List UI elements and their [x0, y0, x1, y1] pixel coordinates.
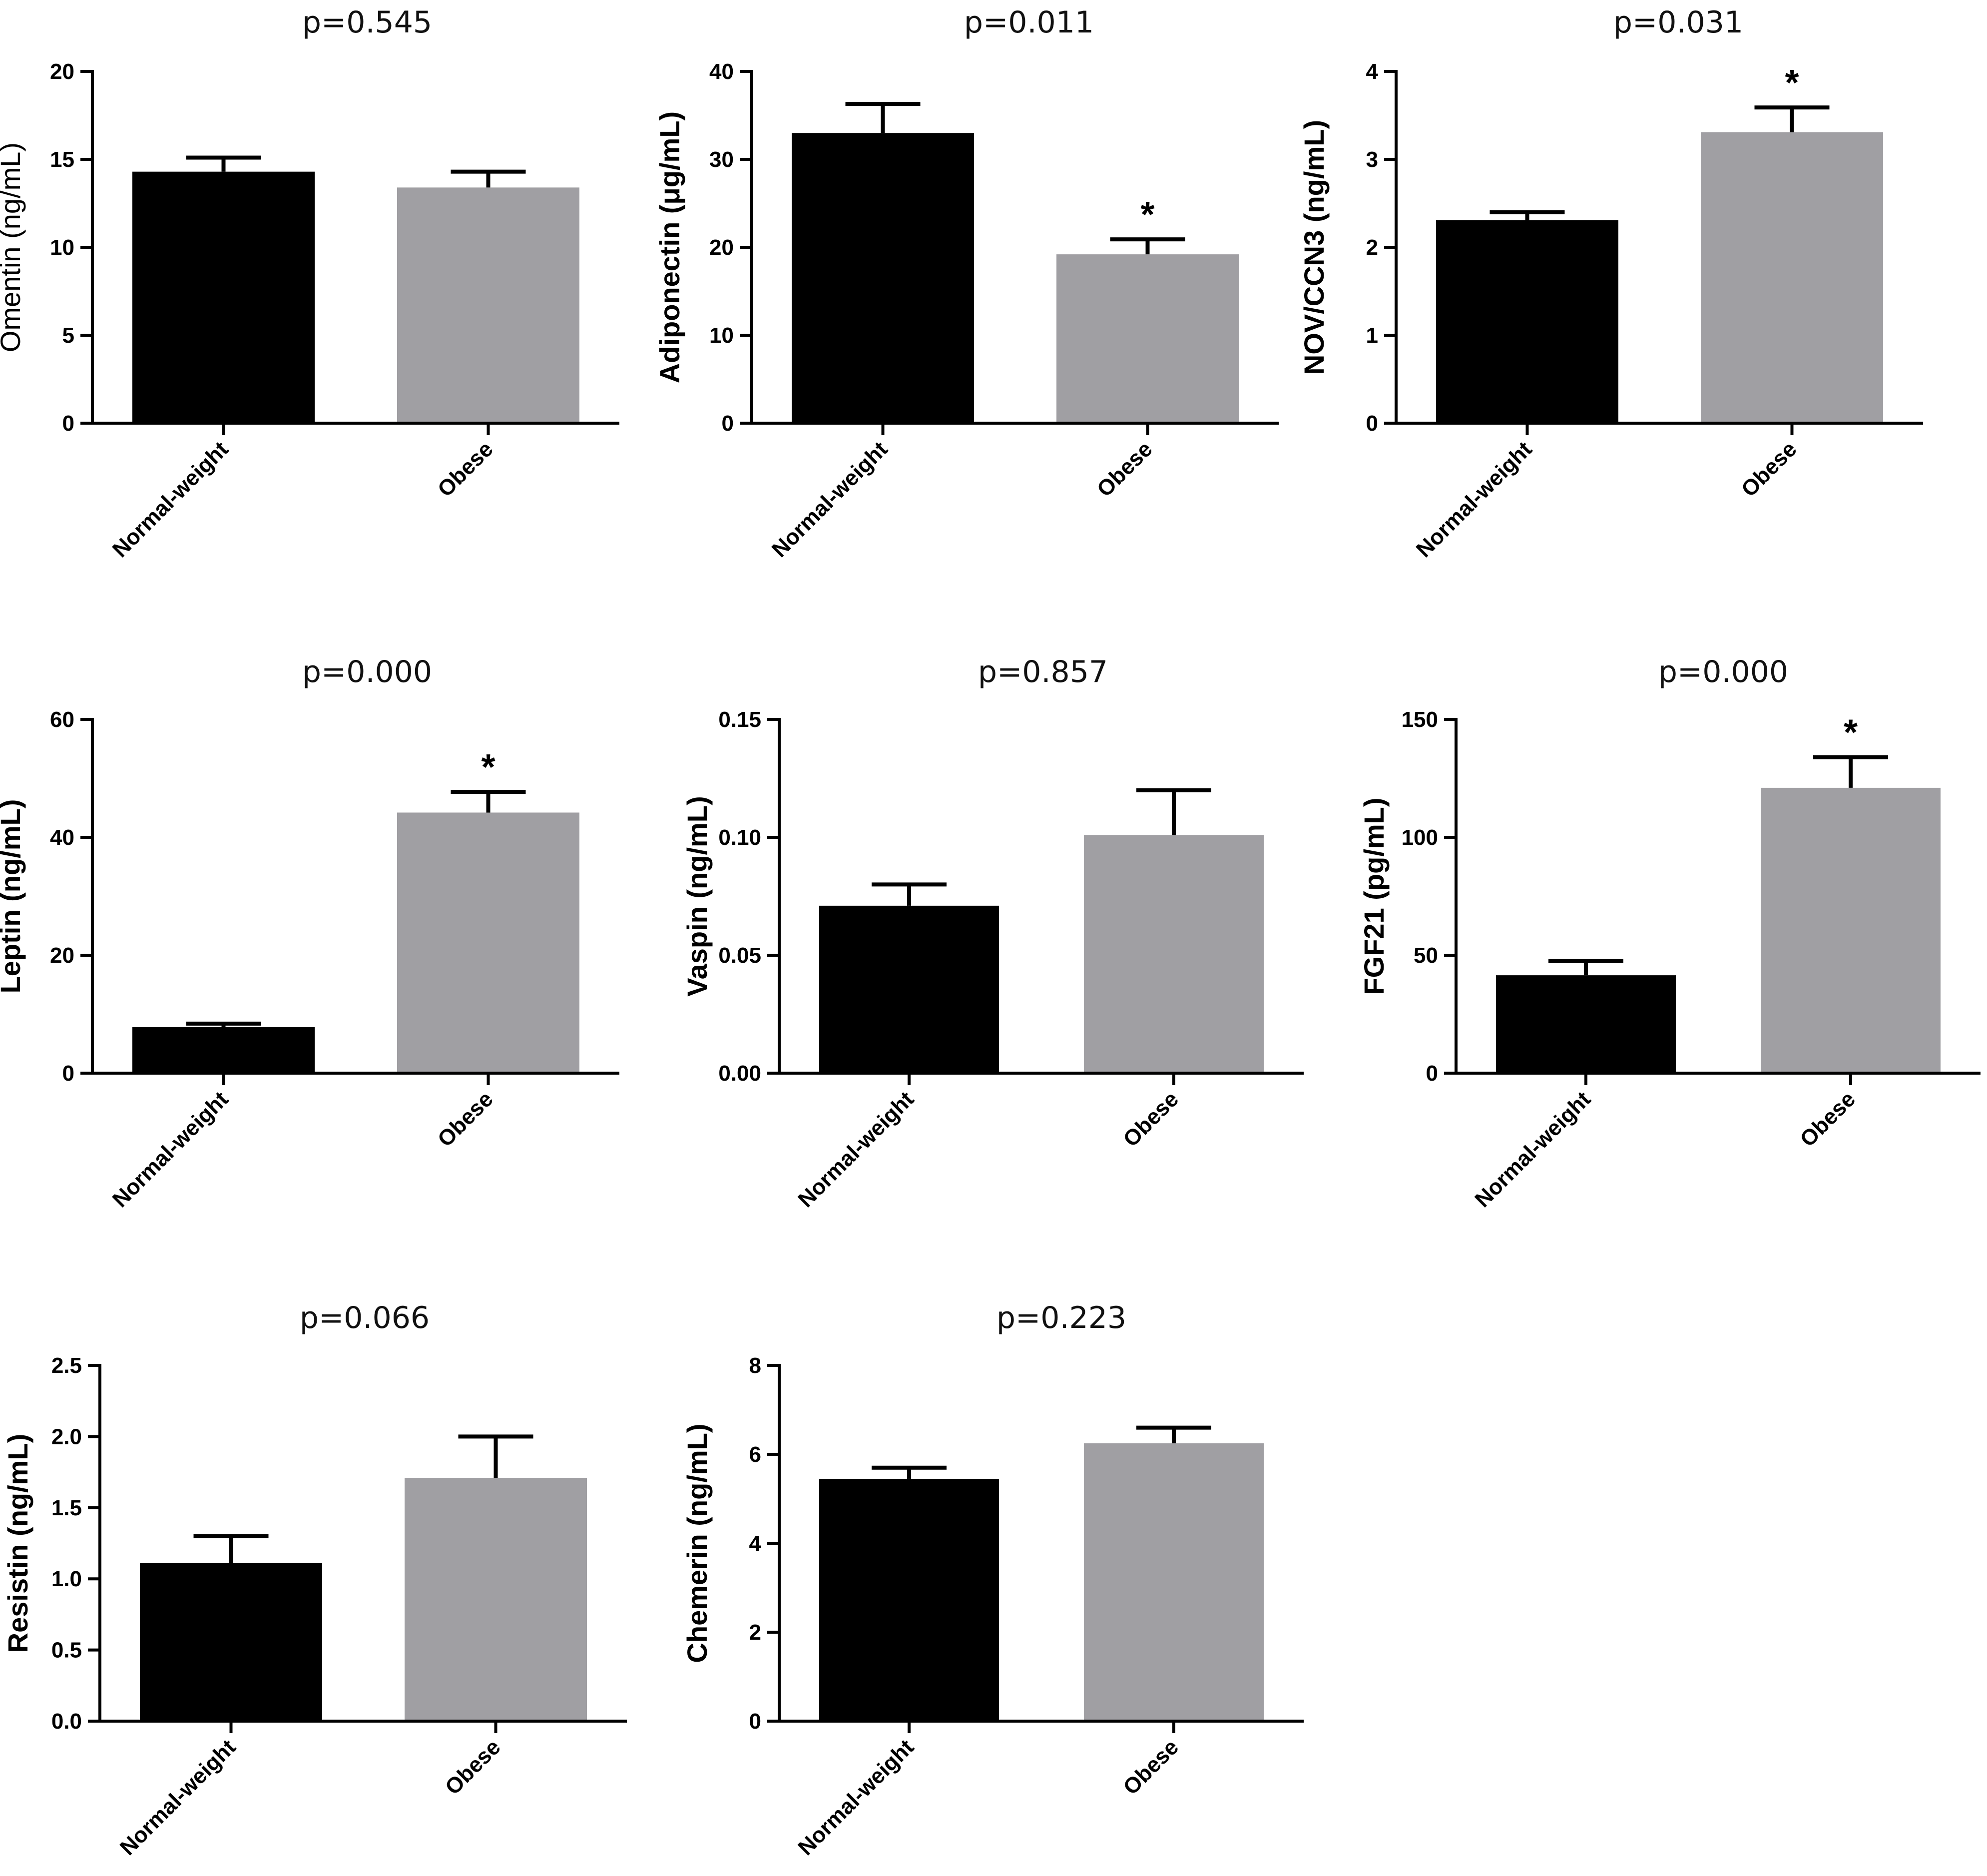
chart-panel-5: p=0.857 0.00 0.05 0.10 0.15 Normal-weight Obes…	[681, 654, 1304, 1212]
significance-star: *	[1844, 713, 1858, 753]
y-tick-label: 1	[1366, 323, 1378, 348]
y-tick-label: 0.0	[51, 1709, 82, 1734]
y-tick-label: 15	[50, 147, 74, 172]
y-tick-label: 150	[1402, 707, 1438, 732]
y-axis-label: Omentin (ng/mL)	[0, 142, 26, 352]
y-axis-label: Resistin (ng/mL)	[2, 1434, 33, 1653]
bar-normal-weight	[1496, 975, 1676, 1073]
bar-obese	[397, 187, 579, 423]
bar-normal-weight	[132, 1027, 315, 1073]
x-tick-label: Obese	[441, 1735, 505, 1800]
y-tick-label: 4	[749, 1531, 762, 1556]
x-tick-label: Normal-weight	[1412, 437, 1537, 562]
y-tick-label: 1.0	[51, 1567, 82, 1591]
x-tick-label: Normal-weight	[115, 1735, 241, 1860]
chart-panel-7: p=0.066 0.0 0.5 1.0 1.5 2.0 2.5 Normal-weight Ob…	[2, 1300, 627, 1860]
bar-normal-weight	[819, 1478, 999, 1721]
bar-obese	[1701, 132, 1883, 423]
bar-obese	[1056, 254, 1239, 423]
y-tick-label: 100	[1402, 825, 1438, 850]
y-tick-label: 0	[1366, 411, 1378, 436]
bar-normal-weight	[132, 171, 315, 423]
y-tick-label: 0.5	[51, 1638, 82, 1663]
y-tick-label: 40	[50, 825, 74, 850]
y-tick-label: 1.5	[51, 1496, 82, 1520]
x-tick-label: Obese	[1092, 437, 1157, 502]
chart-title: p=0.011	[964, 5, 1094, 40]
chart-panel-2: p=0.011 * 0 10 20 30 40 Normal-weight Obese Adipo…	[654, 5, 1279, 562]
y-tick-label: 50	[1414, 943, 1438, 968]
chart-panel-3: p=0.031 * 0 1 2 3 4 Normal-weight Obese NOV/CCN3 …	[1298, 5, 1923, 562]
y-tick-label: 20	[709, 235, 734, 260]
y-tick-label: 0.10	[718, 825, 761, 850]
y-tick-label: 0	[62, 1061, 74, 1086]
chart-panel-8: p=0.223 0 2 4 6 8 Normal-weight Obese Chemerin (…	[681, 1300, 1304, 1860]
chart-title: p=0.066	[300, 1300, 430, 1335]
y-axis-label: Leptin (ng/mL)	[0, 799, 26, 994]
y-tick-label: 8	[749, 1353, 761, 1378]
bar-normal-weight	[1436, 220, 1618, 423]
y-tick-label: 4	[1366, 59, 1379, 84]
bar-obese	[405, 1477, 587, 1721]
chart-title: p=0.031	[1613, 5, 1743, 40]
bar-obese	[1084, 1443, 1264, 1721]
y-tick-label: 0	[749, 1709, 761, 1734]
x-tick-label: Normal-weight	[793, 1735, 919, 1860]
x-tick-label: Obese	[433, 1087, 498, 1152]
y-tick-label: 0	[62, 411, 74, 436]
y-tick-label: 0.15	[718, 707, 761, 732]
significance-star: *	[481, 747, 495, 787]
y-axis-label: FGF21 (pg/mL)	[1358, 797, 1390, 995]
chart-panel-4: p=0.000 * 0 20 40 60 Normal-weight Obese Leptin …	[0, 654, 619, 1212]
y-tick-label: 60	[50, 707, 74, 732]
significance-star: *	[1785, 63, 1799, 103]
y-tick-label: 2.0	[51, 1424, 82, 1449]
bar-obese	[1761, 787, 1941, 1073]
chart-title: p=0.857	[978, 654, 1108, 689]
chart-title: p=0.000	[1658, 654, 1788, 689]
y-tick-label: 30	[709, 147, 734, 172]
bar-normal-weight	[792, 133, 974, 423]
y-axis-label: Adiponectin (μg/mL)	[654, 111, 685, 383]
y-tick-label: 40	[709, 59, 734, 84]
y-tick-label: 5	[62, 323, 74, 348]
x-tick-label: Normal-weight	[108, 437, 233, 562]
y-tick-label: 2	[749, 1620, 761, 1645]
y-tick-label: 0.05	[718, 943, 761, 968]
significance-star: *	[1140, 195, 1154, 235]
x-tick-label: Normal-weight	[108, 1087, 233, 1212]
x-tick-label: Normal-weight	[1470, 1087, 1595, 1212]
bar-obese	[1084, 835, 1264, 1073]
chart-panel-1: p=0.545 0 5 10 15 20 Normal-weight Obese Omentin…	[0, 5, 619, 562]
y-tick-label: 20	[50, 943, 74, 968]
y-tick-label: 10	[709, 323, 734, 348]
chart-title: p=0.545	[302, 5, 432, 40]
y-tick-label: 3	[1366, 147, 1378, 172]
y-tick-label: 2	[1366, 235, 1378, 260]
x-tick-label: Obese	[433, 437, 498, 502]
y-axis-label: Vaspin (ng/mL)	[681, 796, 713, 996]
bar-obese	[397, 812, 579, 1073]
x-tick-label: Obese	[1737, 437, 1802, 502]
y-tick-label: 6	[749, 1442, 761, 1467]
y-tick-label: 0	[1426, 1061, 1438, 1086]
x-tick-label: Normal-weight	[793, 1087, 919, 1212]
chart-title: p=0.223	[996, 1300, 1126, 1335]
chart-title: p=0.000	[302, 654, 432, 689]
y-tick-label: 0	[722, 411, 734, 436]
y-axis-label: NOV/CCN3 (ng/mL)	[1298, 120, 1330, 375]
y-tick-label: 20	[50, 59, 74, 84]
y-tick-label: 10	[50, 235, 74, 260]
bar-normal-weight	[819, 905, 999, 1073]
y-tick-label: 2.5	[51, 1353, 82, 1378]
y-tick-label: 0.00	[718, 1061, 761, 1086]
x-tick-label: Obese	[1795, 1087, 1860, 1152]
chart-panel-6: p=0.000 * 0 50 100 150 Normal-weight Obese FGF21…	[1358, 654, 1981, 1212]
bar-normal-weight	[140, 1563, 322, 1721]
x-tick-label: Obese	[1118, 1735, 1183, 1800]
y-axis-label: Chemerin (ng/mL)	[681, 1423, 713, 1663]
x-tick-label: Normal-weight	[767, 437, 893, 562]
x-tick-label: Obese	[1118, 1087, 1183, 1152]
